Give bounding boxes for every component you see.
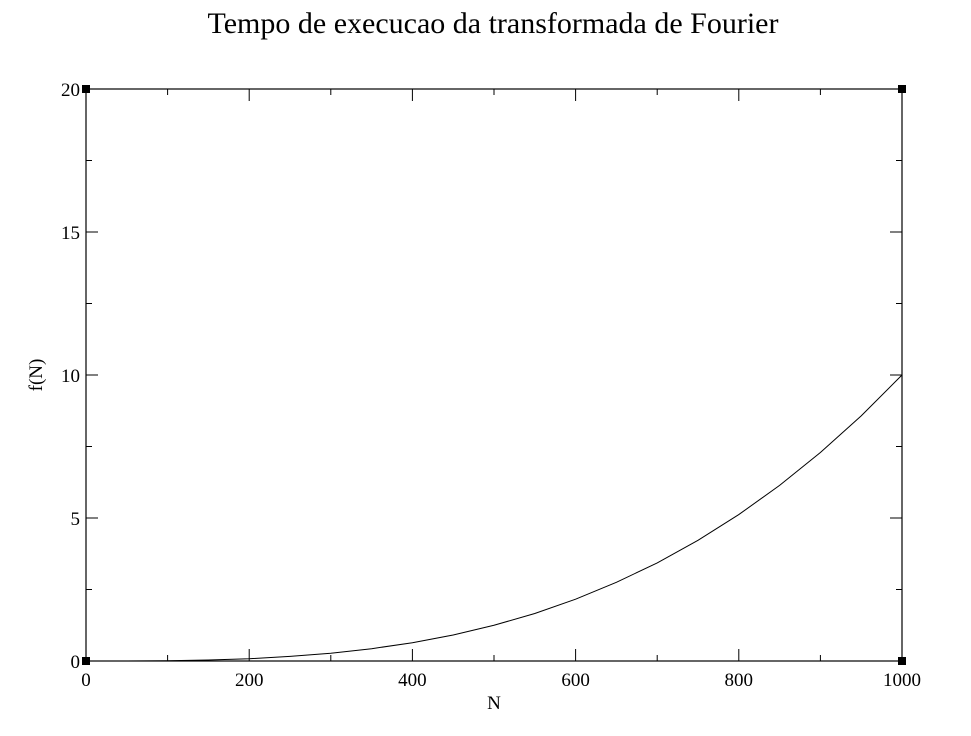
x-axis-ticks: 0 200 400 600 800 1000: [81, 89, 921, 691]
y-axis-label: f(N): [26, 359, 47, 392]
corner-marker: [82, 85, 90, 93]
x-tick-label: 600: [561, 670, 590, 691]
y-tick-label: 15: [61, 223, 80, 244]
series-line: [126, 374, 903, 662]
y-tick-label: 5: [71, 509, 81, 530]
chart-title: Tempo de execucao da transformada de Fou…: [208, 7, 779, 40]
x-axis-label: N: [487, 693, 501, 714]
x-tick-label: 0: [81, 670, 91, 691]
x-tick-label: 1000: [883, 670, 921, 691]
y-tick-label: 0: [71, 652, 81, 673]
plot-frame: [85, 88, 903, 662]
y-tick-label: 10: [61, 366, 80, 387]
y-axis-ticks: 0 5 10 15 20: [61, 80, 902, 673]
y-tick-label: 20: [61, 80, 80, 101]
corner-marker: [898, 85, 906, 93]
x-tick-label: 800: [725, 670, 754, 691]
x-tick-label: 400: [398, 670, 427, 691]
corner-marker: [82, 657, 90, 665]
corner-marker: [898, 657, 906, 665]
x-tick-label: 200: [235, 670, 264, 691]
minor-ticks: [86, 89, 902, 661]
corner-markers: [82, 85, 906, 665]
